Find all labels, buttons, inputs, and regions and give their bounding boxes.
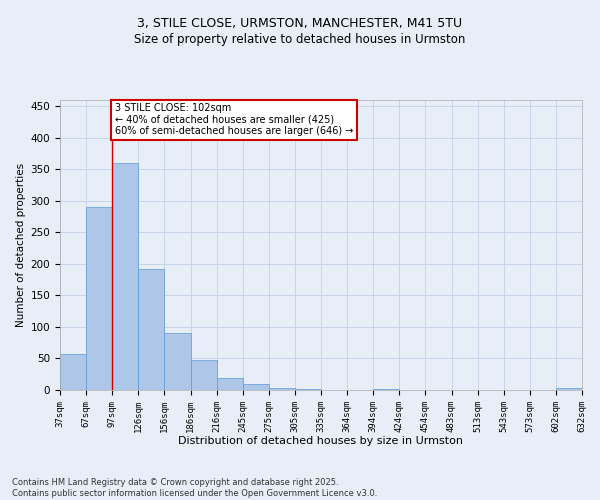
Text: Size of property relative to detached houses in Urmston: Size of property relative to detached ho… <box>134 32 466 46</box>
X-axis label: Distribution of detached houses by size in Urmston: Distribution of detached houses by size … <box>179 436 464 446</box>
Text: 3, STILE CLOSE, URMSTON, MANCHESTER, M41 5TU: 3, STILE CLOSE, URMSTON, MANCHESTER, M41… <box>137 18 463 30</box>
Bar <box>217 378 243 390</box>
Bar <box>86 207 112 390</box>
Bar <box>191 360 217 390</box>
Text: 3 STILE CLOSE: 102sqm
← 40% of detached houses are smaller (425)
60% of semi-det: 3 STILE CLOSE: 102sqm ← 40% of detached … <box>115 103 353 136</box>
Bar <box>269 388 295 390</box>
Bar <box>139 269 164 390</box>
Bar <box>60 354 86 390</box>
Bar <box>164 334 191 390</box>
Bar <box>112 163 139 390</box>
Text: Contains HM Land Registry data © Crown copyright and database right 2025.
Contai: Contains HM Land Registry data © Crown c… <box>12 478 377 498</box>
Bar <box>243 384 269 390</box>
Bar <box>556 388 582 390</box>
Y-axis label: Number of detached properties: Number of detached properties <box>16 163 26 327</box>
